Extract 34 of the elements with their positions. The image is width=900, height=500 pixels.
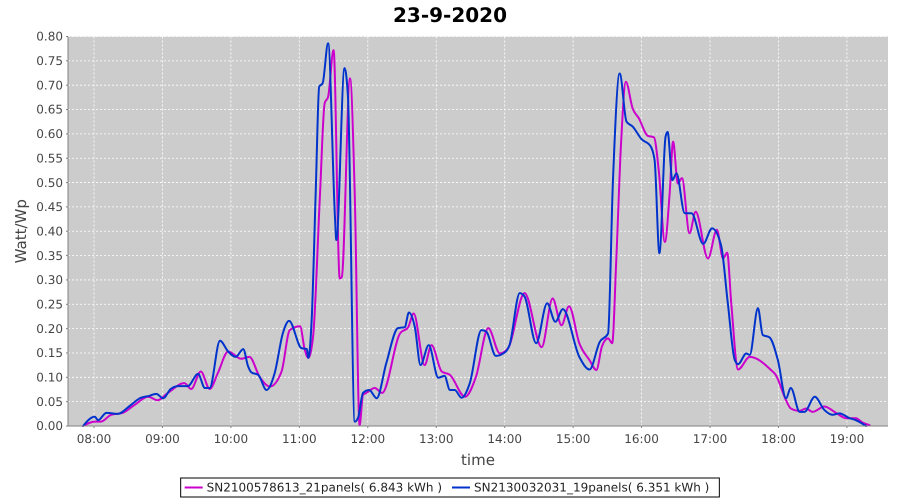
x-tick-label: 14:00: [487, 432, 522, 446]
y-tick-label: 0.70: [36, 78, 63, 92]
y-tick-label: 0.50: [36, 176, 63, 190]
y-tick-label: 0.55: [36, 151, 63, 166]
y-tick-label: 0.25: [36, 297, 63, 312]
x-tick-label: 09:00: [145, 432, 180, 446]
x-tick-label: 18:00: [761, 432, 796, 446]
y-tick-label: 0.45: [36, 200, 63, 214]
y-tick-label: 0.40: [36, 224, 63, 238]
y-tick-label: 0.05: [36, 394, 63, 409]
y-axis-title: Watt/Wp: [12, 199, 30, 264]
y-tick-label: 0.20: [36, 322, 63, 336]
x-tick-label: 11:00: [282, 432, 317, 446]
x-tick-label: 13:00: [418, 432, 454, 446]
y-tick-label: 0.35: [36, 248, 63, 263]
chart-title: 23-9-2020: [392, 3, 508, 27]
x-tick-label: 15:00: [556, 432, 590, 446]
x-tick-label: 16:00: [624, 432, 659, 446]
y-tick-label: 0.80: [36, 30, 63, 44]
y-tick-label: 0.10: [36, 370, 63, 385]
x-tick-label: 17:00: [692, 432, 728, 446]
y-tick-label: 0.15: [36, 346, 63, 360]
y-tick-label: 0.00: [36, 419, 63, 434]
y-tick-label: 0.60: [36, 127, 63, 142]
x-tick-label: 10:00: [214, 432, 248, 446]
y-tick-label: 0.30: [36, 273, 63, 288]
legend-label: SN2130032031_19panels( 6.351 kWh ): [474, 480, 710, 495]
y-tick-label: 0.75: [36, 54, 63, 68]
x-axis-title: time: [461, 451, 495, 469]
x-tick-label: 19:00: [830, 432, 864, 446]
x-tick-label: 08:00: [76, 432, 112, 446]
y-tick-label: 0.65: [36, 102, 63, 117]
legend-label: SN2100578613_21panels( 6.843 kWh ): [206, 480, 442, 495]
x-tick-label: 12:00: [350, 432, 386, 446]
